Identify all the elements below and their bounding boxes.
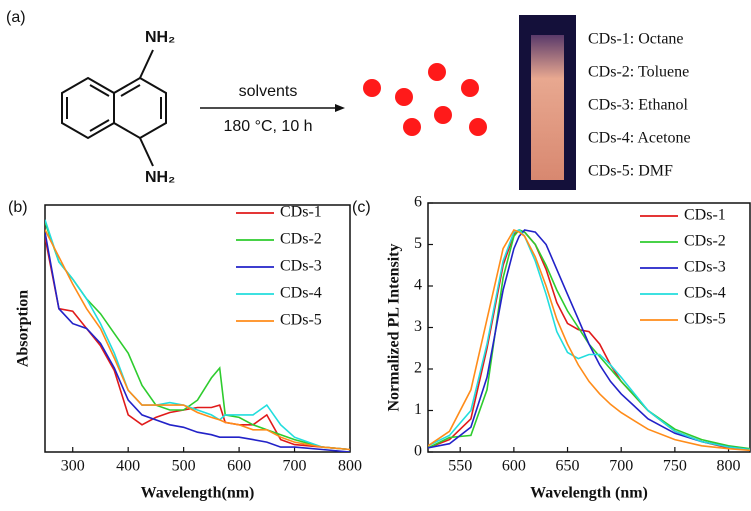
x-tick-label: 750: [663, 458, 687, 475]
legend-label: CDs-1: [280, 204, 322, 221]
x-tick-label: 700: [283, 458, 307, 475]
naphthalene: [62, 50, 166, 166]
y-tick-label: 3: [414, 318, 422, 335]
x-tick-label: 800: [717, 458, 741, 475]
legend-label: CDs-5: [684, 311, 726, 328]
page: (a) NH₂ NH₂ solvents 180 °C, 10 h CDs-1:…: [0, 0, 751, 511]
solvent-label: CDs-3: Ethanol: [588, 97, 689, 114]
legend-label: CDs-4: [684, 285, 726, 302]
x-tick-label: 600: [227, 458, 251, 475]
series-group: [45, 220, 350, 452]
data-line: [45, 222, 350, 449]
y-tick-label: 2: [414, 360, 422, 377]
x-tick-label: 300: [61, 458, 85, 475]
x-axis-title: Wavelength(nm): [141, 485, 255, 502]
y-tick-label: 6: [414, 194, 422, 211]
panel-label: (a): [6, 9, 26, 26]
x-tick-label: 500: [172, 458, 196, 475]
x-tick-label: 700: [609, 458, 633, 475]
legend-label: CDs-3: [280, 258, 322, 275]
y-tick-label: 1: [414, 401, 422, 418]
y-tick-label: 0: [414, 443, 422, 460]
carbon-dots: [363, 63, 487, 136]
arrow-label: solvents: [239, 83, 298, 100]
solvent-label: CDs-2: Toluene: [588, 64, 689, 81]
figure: (a) NH₂ NH₂ solvents 180 °C, 10 h CDs-1:…: [0, 0, 751, 511]
arrow-label: 180 °C, 10 h: [223, 118, 312, 135]
cuvette: [531, 35, 564, 180]
arrow-head: [335, 104, 345, 112]
x-tick-label: 400: [116, 458, 140, 475]
legend-label: CDs-2: [280, 231, 322, 248]
panel-label: (c): [352, 199, 371, 216]
y-axis-title: Absorption: [15, 290, 32, 367]
y-axis-title: Normalized PL Intensity: [386, 244, 403, 412]
solvent-label: CDs-4: Acetone: [588, 130, 691, 147]
x-tick-label: 800: [338, 458, 362, 475]
x-axis-title: Wavelength (nm): [530, 485, 648, 502]
x-tick-label: 650: [556, 458, 580, 475]
legend-label: CDs-1: [684, 207, 726, 224]
legend-label: CDs-2: [684, 233, 726, 250]
solvent-label: CDs-5: DMF: [588, 163, 673, 180]
y-tick-label: 4: [414, 277, 422, 294]
x-tick-label: 600: [502, 458, 526, 475]
legend-label: CDs-3: [684, 259, 726, 276]
y-tick-label: 5: [414, 235, 422, 252]
panel-label: (b): [8, 199, 28, 216]
solvent-label: CDs-1: Octane: [588, 31, 684, 48]
amine-label: NH₂: [145, 29, 175, 46]
amine-label: NH₂: [145, 169, 175, 186]
legend-label: CDs-4: [280, 285, 322, 302]
x-tick-label: 550: [448, 458, 472, 475]
legend-label: CDs-5: [280, 312, 322, 329]
